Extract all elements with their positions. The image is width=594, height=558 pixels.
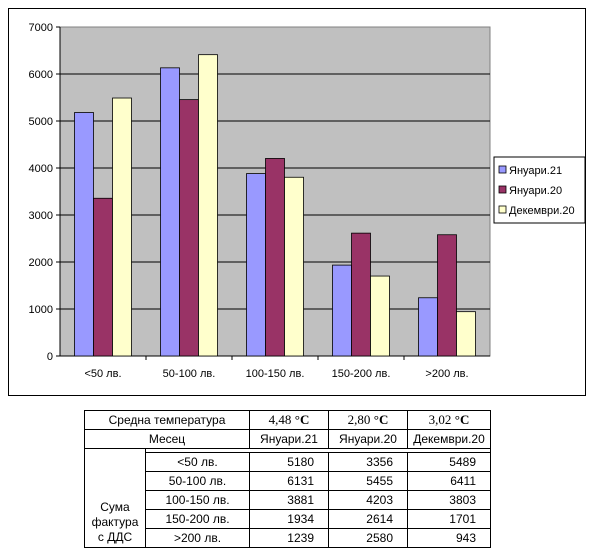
legend-label: Януари.21 xyxy=(509,165,562,177)
y-tick-label: 7000 xyxy=(29,22,53,34)
temperature-cell: 2,80 °C xyxy=(328,410,408,430)
value-cell: 3356 xyxy=(328,452,408,472)
table-row: <50 лв. 5180 3356 5489 xyxy=(85,452,491,472)
y-tick-label: 6000 xyxy=(29,69,53,81)
x-tick-label: 50-100 лв. xyxy=(163,368,216,380)
y-tick-label: 1000 xyxy=(29,304,53,316)
bar xyxy=(246,173,266,357)
y-tick-label: 0 xyxy=(47,351,53,363)
legend-label: Декември.20 xyxy=(509,205,575,217)
legend-swatch xyxy=(498,205,507,214)
value-cell: 2614 xyxy=(328,509,408,529)
category-cell: 150-200 лв. xyxy=(145,509,250,529)
month-label: Месец xyxy=(84,429,250,449)
bar xyxy=(160,67,180,357)
temperature-label: Средна температура xyxy=(84,410,250,430)
bar xyxy=(437,234,457,357)
value-cell: 5455 xyxy=(328,471,408,491)
table-row: >200 лв. 1239 2580 943 xyxy=(85,528,491,548)
bar xyxy=(93,197,113,357)
value-cell: 6411 xyxy=(407,471,491,491)
bar xyxy=(112,97,132,357)
month-row: Месец Януари.21 Януари.20 Декември.20 xyxy=(84,429,491,449)
category-cell: 100-150 лв. xyxy=(145,490,250,510)
bar xyxy=(351,232,371,357)
legend-swatch xyxy=(498,165,507,174)
table-row: 50-100 лв. 6131 5455 6411 xyxy=(85,471,491,491)
category-cell: 50-100 лв. xyxy=(145,471,250,491)
bar xyxy=(284,176,304,357)
bar xyxy=(179,99,199,357)
x-tick-label: <50 лв. xyxy=(84,368,121,380)
value-cell: 2580 xyxy=(328,528,408,548)
y-tick-label: 3000 xyxy=(29,210,53,222)
legend xyxy=(493,156,585,224)
category-cell: >200 лв. xyxy=(145,528,250,548)
value-cell: 1239 xyxy=(249,528,329,548)
y-tick-label: 2000 xyxy=(29,257,53,269)
temperature-cell: 3,02 °C xyxy=(407,410,491,430)
month-header: Януари.21 xyxy=(249,429,329,449)
value-cell: 3881 xyxy=(249,490,329,510)
temperature-cell: 4,48 °C xyxy=(249,410,329,430)
data-table: Средна температура 4,48 °C 2,80 °C 3,02 … xyxy=(84,410,491,548)
x-tick-label: 100-150 лв. xyxy=(246,368,305,380)
month-header: Декември.20 xyxy=(407,429,491,449)
value-cell: 6131 xyxy=(249,471,329,491)
value-cell: 5180 xyxy=(249,452,329,472)
chart-frame: 0 1000 2000 3000 4000 5000 6000 7000 <50 лв. 50-1… xyxy=(8,8,586,396)
row-group-label: Сума фактура с ДДС xyxy=(84,448,146,548)
bar-chart: 0 1000 2000 3000 4000 5000 6000 7000 <50 лв. 50-1… xyxy=(29,22,585,380)
y-tick-label: 4000 xyxy=(29,163,53,175)
value-cell: 4203 xyxy=(328,490,408,510)
bar xyxy=(370,275,390,357)
legend-label: Януари.20 xyxy=(509,185,562,197)
value-cell: 943 xyxy=(407,528,491,548)
bar xyxy=(418,297,438,357)
value-cell: 5489 xyxy=(407,452,491,472)
bar xyxy=(74,112,94,357)
table-row: 100-150 лв. 3881 4203 3803 xyxy=(85,490,491,510)
table-row: 150-200 лв. 1934 2614 1701 xyxy=(85,509,491,529)
y-tick-label: 5000 xyxy=(29,116,53,128)
bar xyxy=(332,264,352,357)
x-tick-label: >200 лв. xyxy=(425,368,468,380)
legend-swatch xyxy=(498,185,507,194)
category-cell: <50 лв. xyxy=(145,452,250,472)
value-cell: 1934 xyxy=(249,509,329,529)
month-header: Януари.20 xyxy=(328,429,408,449)
temperature-row: Средна температура 4,48 °C 2,80 °C 3,02 … xyxy=(84,410,491,430)
x-tick-label: 150-200 лв. xyxy=(332,368,391,380)
bar xyxy=(198,54,218,357)
bar xyxy=(456,311,476,357)
value-cell: 3803 xyxy=(407,490,491,510)
bar xyxy=(265,158,285,357)
value-cell: 1701 xyxy=(407,509,491,529)
